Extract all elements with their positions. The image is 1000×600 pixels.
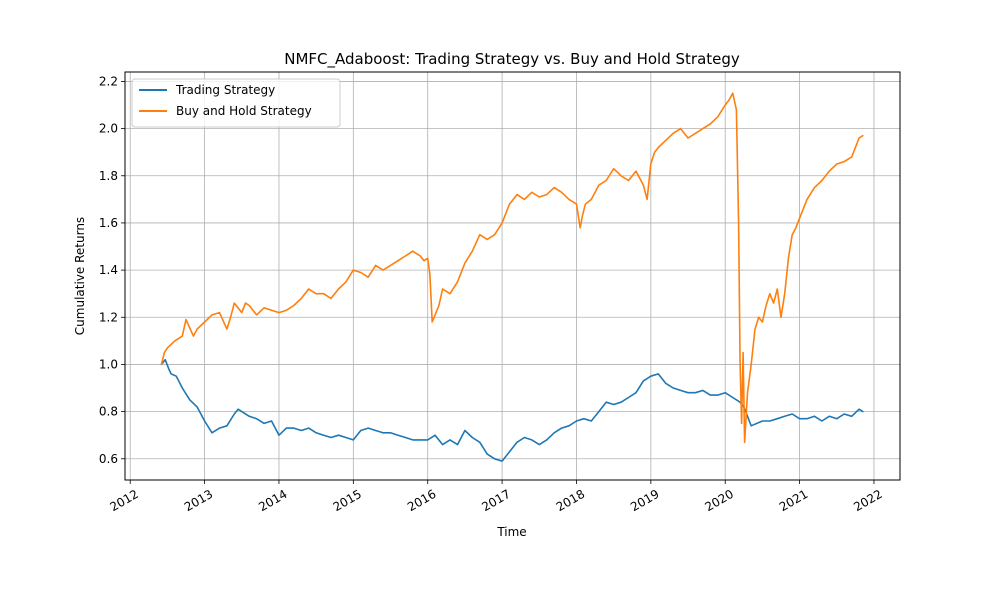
grid [125,72,900,480]
legend: Trading Strategy Buy and Hold Strategy [131,78,341,128]
y-tick-label: 0.8 [99,405,118,419]
legend-label-trading-strategy: Trading Strategy [175,83,275,97]
chart-title: NMFC_Adaboost: Trading Strategy vs. Buy … [284,50,740,69]
x-axis-label: Time [496,525,526,539]
y-axis-label: Cumulative Returns [73,217,87,335]
series-layer [160,92,864,462]
plot-frame [124,71,901,481]
y-tick-label: 1.6 [99,216,118,230]
y-tick-label: 1.2 [99,310,118,324]
series-line-buy-and-hold [160,92,864,444]
y-tick-label: 2.2 [99,74,118,88]
legend-label-buy-and-hold: Buy and Hold Strategy [176,104,312,118]
legend-box [131,78,341,128]
y-tick-label: 1.0 [99,357,118,371]
y-tick-label: 2.0 [99,122,118,136]
y-tick-label: 0.6 [99,452,118,466]
y-tick-label: 1.4 [99,263,118,277]
y-axis: 0.6 0.8 1.0 1.2 1.4 1.6 1.8 2.0 2.2 [99,74,125,466]
y-tick-label: 1.8 [99,169,118,183]
